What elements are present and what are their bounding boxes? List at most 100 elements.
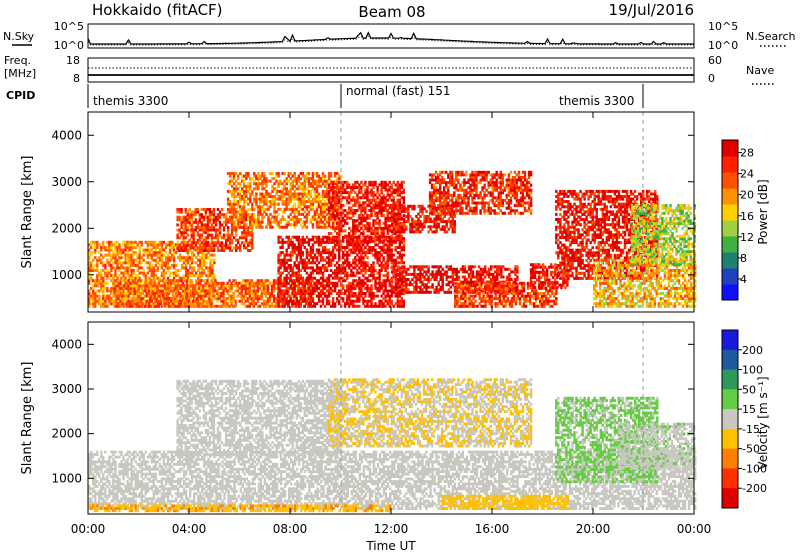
- freq-frame: [87, 57, 695, 83]
- heatmap-cell-r4: [362, 266, 365, 270]
- heatmap-cell-r3: [323, 179, 327, 183]
- heatmap-cell-r2: [210, 238, 214, 242]
- heatmap-cell-r1: [212, 304, 215, 308]
- heatmap-cell-r3: [297, 205, 300, 209]
- heatmap-cell-r0: [128, 266, 131, 270]
- heatmap-cell-r3: [289, 187, 292, 191]
- heatmap-cell-r2: [178, 231, 181, 235]
- heatmap-cell-r2: [182, 223, 185, 227]
- heatmap-cell-r5: [374, 203, 377, 207]
- heatmap-cell-r3: [323, 195, 327, 198]
- heatmap-cell-r3: [305, 192, 309, 196]
- nave-tick-top: 60: [708, 54, 722, 67]
- heatmap-cell-r0: [164, 258, 168, 262]
- heatmap-cell-r4: [348, 253, 351, 257]
- heatmap-cell-r4: [370, 246, 373, 249]
- heatmap-cell-r0: [138, 271, 141, 275]
- heatmap-cell-r6: [445, 270, 448, 274]
- heatmap-cell-r0: [100, 248, 103, 252]
- heatmap-cell-r4: [313, 302, 317, 306]
- heatmap-cell-r1: [198, 279, 201, 283]
- heatmap-cell-r0: [124, 276, 127, 280]
- heatmap-cell-r4: [285, 253, 288, 257]
- heatmap-cell-r4: [384, 261, 387, 265]
- heatmap-cell-r0: [189, 258, 192, 262]
- heatmap-cell-r3: [281, 192, 284, 196]
- heatmap-cell-r3: [291, 182, 294, 186]
- heatmap-cell-r0: [172, 276, 176, 280]
- heatmap-cell-r3: [247, 212, 250, 216]
- heatmap-cell-r1: [246, 292, 249, 295]
- heatmap-cell-r1: [119, 289, 122, 293]
- heatmap-cell-r1: [155, 294, 159, 298]
- heatmap-cell-r4: [299, 251, 302, 255]
- heatmap-cell-r5: [374, 221, 377, 225]
- heatmap-cell-r3: [317, 197, 321, 201]
- heatmap-cell-r1: [119, 286, 122, 290]
- heatmap-cell-r4: [277, 266, 280, 270]
- heatmap-cell-r4: [400, 246, 403, 249]
- heatmap-cell-r1: [145, 299, 148, 303]
- heatmap-cell-r3: [243, 205, 246, 209]
- heatmap-cell-r1: [220, 304, 223, 308]
- heatmap-cell-r3: [301, 202, 304, 206]
- heatmap-cell-r3: [333, 189, 337, 193]
- heatmap-cell-r0: [182, 261, 186, 265]
- heatmap-cell-r3: [279, 182, 282, 186]
- heatmap-cell-r5: [329, 196, 333, 200]
- heatmap-cell-r0: [148, 251, 151, 255]
- heatmap-cell-r3: [251, 189, 254, 193]
- heatmap-cell-r4: [344, 279, 347, 283]
- heatmap-cell-r2: [216, 241, 220, 245]
- heatmap-cell-r0: [205, 274, 208, 278]
- heatmap-cell-r1: [115, 281, 118, 285]
- heatmap-cell-r3: [311, 202, 315, 206]
- heatmap-cell-r4: [315, 269, 319, 272]
- heatmap-cell-r5: [360, 206, 363, 210]
- heatmap-cell-r4: [344, 246, 347, 249]
- heatmap-cell-r1: [252, 297, 255, 301]
- heatmap-cell-r4: [299, 269, 302, 272]
- heatmap-cell-r2: [190, 223, 193, 227]
- heatmap-cell-r4: [358, 286, 361, 290]
- heatmap-cell-r2: [176, 249, 179, 252]
- heatmap-cell-r4: [305, 263, 309, 267]
- heatmap-cell-r0: [116, 261, 119, 265]
- heatmap-cell-r3: [283, 172, 286, 175]
- heatmap-cell-r4: [325, 297, 329, 301]
- heatmap-cell-r4: [380, 269, 383, 272]
- heatmap-cell-r1: [200, 297, 203, 301]
- heatmap-cell-r4: [321, 248, 325, 252]
- heatmap-cell-r3: [267, 192, 270, 196]
- heatmap-cell-r1: [125, 297, 128, 301]
- heatmap-cell-r5: [402, 237, 405, 241]
- heatmap-cell-r2: [186, 218, 189, 222]
- heatmap-cell-r4: [317, 292, 321, 295]
- heatmap-cell-r5: [354, 186, 357, 189]
- heatmap-cell-r4: [394, 294, 397, 298]
- heatmap-cell-r5: [338, 216, 341, 220]
- heatmap-cell-r0: [102, 276, 105, 280]
- heatmap-cell-r3: [327, 177, 331, 181]
- heatmap-cell-r1: [228, 299, 231, 303]
- heatmap-cell-r3: [249, 212, 252, 216]
- heatmap-cell-r1: [216, 284, 219, 288]
- heatmap-cell-r2: [196, 220, 199, 224]
- heatmap-cell-r2: [245, 241, 248, 245]
- heatmap-cell-r4: [402, 284, 405, 288]
- heatmap-cell-r1: [133, 286, 136, 290]
- heatmap-cell-r3: [261, 205, 264, 209]
- heatmap-cell-r6: [393, 265, 396, 269]
- heatmap-cell-r3: [279, 218, 282, 221]
- heatmap-cell-r3: [301, 220, 304, 224]
- heatmap-cell-r4: [398, 299, 401, 303]
- heatmap-cell-r1: [190, 279, 193, 283]
- heatmap-cell-r1: [149, 304, 152, 308]
- heatmap-cell-r3: [293, 223, 296, 227]
- heatmap-cell-r3: [287, 179, 290, 183]
- heatmap-cell-r3: [295, 187, 298, 191]
- heatmap-cell-r1: [169, 297, 173, 301]
- heatmap-cell-r4: [386, 246, 389, 249]
- heatmap-cell-r4: [321, 263, 325, 267]
- heatmap-cell-r3: [303, 187, 306, 191]
